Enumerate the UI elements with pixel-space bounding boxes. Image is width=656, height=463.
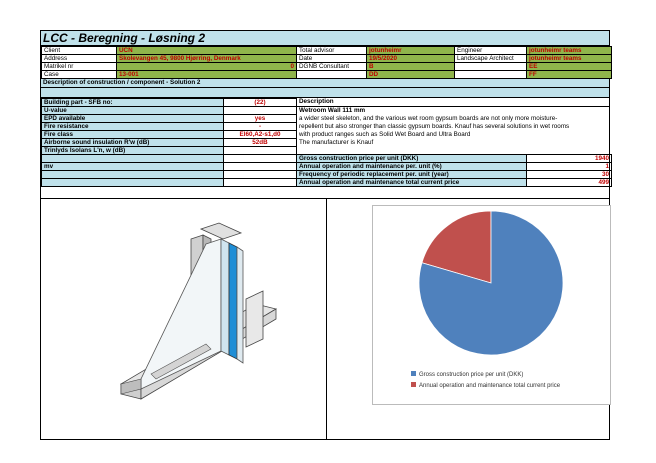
property-row: Fire resistance - <box>41 122 297 131</box>
property-value <box>223 146 297 155</box>
header-row: Matrikel nr 0 DGNB Consultant B EE <box>41 62 612 71</box>
props-table: Building part - SFB no: (22) U-value EPD av… <box>41 98 297 187</box>
header-value: EE <box>526 62 612 71</box>
pie-slice-gross-construction <box>418 210 564 356</box>
header-row: Client UCN Total advisor jotunheimr Engineer… <box>41 46 612 55</box>
property-label: U-value <box>41 106 224 115</box>
property-label <box>41 170 224 179</box>
description-line: a wider steel skeleton, and the various … <box>299 115 558 122</box>
header-value: 13-001 <box>116 70 297 79</box>
description-block: Description Wetroom Wall 111 mm a wider s… <box>296 98 609 154</box>
cost-label: Gross construction price per unit (DKK) <box>296 154 527 163</box>
header-label: Date <box>296 54 367 63</box>
legend-swatch <box>411 371 416 376</box>
property-row <box>41 170 297 179</box>
property-row: Airborne sound insulation R'w (dB) 52dB <box>41 138 297 147</box>
section-title: Description of construction / component … <box>41 79 609 88</box>
property-row: Trinlyds Isolans L'n, w (dB) <box>41 146 297 155</box>
header-label <box>454 70 527 79</box>
cost-value: 30 <box>526 170 612 179</box>
property-value: EI60,A2-s1,d0 <box>223 130 297 139</box>
header-label: Engineer <box>454 46 527 55</box>
property-label: Fire class <box>41 130 224 139</box>
description-line: with product ranges such as Solid Wet Bo… <box>299 131 471 138</box>
property-row: mv <box>41 162 297 171</box>
property-value <box>223 178 297 187</box>
header-value: jotunheimr teams <box>526 54 612 63</box>
property-label: Fire resistance <box>41 122 224 131</box>
detail-block: Building part - SFB no: (22) U-value EPD av… <box>41 98 612 196</box>
legend-label: Annual operation and maintenance total c… <box>419 383 561 389</box>
lower-area: Gross construction price per unit (DKK) A… <box>41 198 611 439</box>
cost-label: Annual operation and maintenance total c… <box>296 178 527 187</box>
property-label: Airborne sound insulation R'w (dB) <box>41 138 224 147</box>
property-value: (22) <box>223 98 297 107</box>
cost-label: Frequency of periodic replacement per. u… <box>296 170 527 179</box>
header-row: Case 13-001 DD FF <box>41 70 612 79</box>
property-value <box>223 170 297 179</box>
lcc-sheet: LCC - Beregning - Løsning 2 Client UCN Tot… <box>40 30 612 440</box>
header-value: jotunheimr teams <box>526 46 612 55</box>
header-value: jotunheimr <box>366 46 455 55</box>
description-heading: Description <box>297 98 609 107</box>
property-label: mv <box>41 162 224 171</box>
property-row: U-value <box>41 106 297 115</box>
header-table: Client UCN Total advisor jotunheimr Engineer… <box>41 46 612 79</box>
cost-value: 499 <box>526 178 612 187</box>
header-label <box>454 62 527 71</box>
header-value: DD <box>366 70 455 79</box>
property-row: EPD available yes <box>41 114 297 123</box>
property-value <box>223 162 297 171</box>
property-row <box>41 178 297 187</box>
cost-row: Frequency of periodic replacement per. u… <box>296 170 612 179</box>
legend-swatch <box>411 382 416 387</box>
header-value: 19/5/2020 <box>366 54 455 63</box>
header-value: FF <box>526 70 612 79</box>
property-label <box>41 154 224 163</box>
cost-row: Gross construction price per unit (DKK) 1… <box>296 154 612 163</box>
header-label: Total advisor <box>296 46 367 55</box>
property-label: Building part - SFB no: <box>41 98 224 107</box>
property-row <box>41 154 297 163</box>
header-row: Address Skolevangen 45, 9800 Hjørring, De… <box>41 54 612 63</box>
header-value: B <box>366 62 455 71</box>
header-label: Address <box>41 54 117 63</box>
legend-label: Gross construction price per unit (DKK) <box>419 372 523 378</box>
property-label: EPD available <box>41 114 224 123</box>
header-value: UCN <box>116 46 297 55</box>
property-value: yes <box>223 114 297 123</box>
property-row: Fire class EI60,A2-s1,d0 <box>41 130 297 139</box>
pie-chart-box: Gross construction price per unit (DKK) A… <box>372 205 611 405</box>
cost-value: 1 <box>526 162 612 171</box>
header-label <box>296 70 367 79</box>
pie-slice-annual-operation <box>421 210 492 284</box>
description-line: The manufacturer is Knauf <box>299 139 374 146</box>
property-label: Trinlyds Isolans L'n, w (dB) <box>41 146 224 155</box>
header-label: DGNB Consultant <box>296 62 367 71</box>
cost-row: Annual operation and maintenance per. un… <box>296 162 612 171</box>
property-value <box>223 154 297 163</box>
spacer-row <box>41 88 609 98</box>
header-label: Landscape Architect <box>454 54 527 63</box>
cost-row: Annual operation and maintenance total c… <box>296 178 612 187</box>
property-value <box>223 106 297 115</box>
cost-value: 1940 <box>526 154 612 163</box>
header-value: Skolevangen 45, 9800 Hjørring, Denmark <box>116 54 297 63</box>
description-title: Wetroom Wall 111 mm <box>299 107 366 114</box>
cost-label: Annual operation and maintenance per. un… <box>296 162 527 171</box>
property-value: - <box>223 122 297 131</box>
property-label <box>41 178 224 187</box>
wall-illustration <box>41 199 327 439</box>
description-line: repellent but also stronger than classic… <box>299 123 570 130</box>
header-label: Client <box>41 46 117 55</box>
sheet-title: LCC - Beregning - Løsning 2 <box>41 31 609 46</box>
costs-table: Gross construction price per unit (DKK) 1… <box>296 154 612 187</box>
wetroom-wall-drawing <box>119 222 278 400</box>
pie-chart: Gross construction price per unit (DKK) A… <box>411 210 564 389</box>
header-label: Case <box>41 70 117 79</box>
property-value: 52dB <box>223 138 297 147</box>
header-label: Matrikel nr <box>41 62 117 71</box>
header-value: 0 <box>116 62 297 71</box>
property-row: Building part - SFB no: (22) <box>41 98 297 107</box>
